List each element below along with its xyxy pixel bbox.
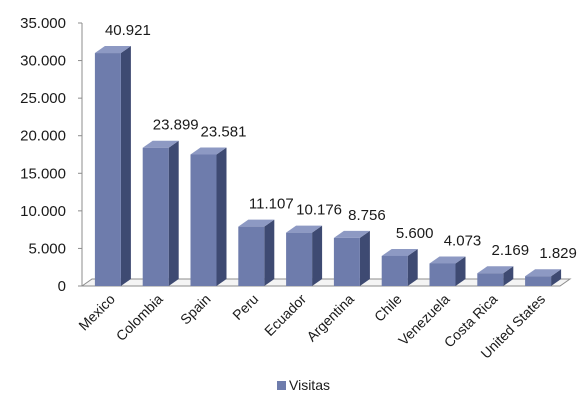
bar-front: [429, 263, 456, 286]
bar-front: [94, 53, 121, 286]
bar-front: [333, 237, 360, 286]
y-tick-labels: 0 5.000 10.000 15.000 20.000 25.000 30.000 35.0…: [20, 15, 82, 295]
bar-side: [264, 219, 275, 286]
bars: [94, 46, 562, 286]
legend-swatch: [277, 381, 286, 390]
bar: [525, 269, 562, 286]
bar-side: [407, 248, 418, 286]
category-label: Peru: [229, 291, 261, 323]
bar: [286, 225, 323, 286]
category-label: Ecuador: [261, 291, 309, 339]
bar-front: [238, 226, 265, 286]
bar-top: [142, 140, 179, 148]
bar: [429, 256, 466, 286]
bar-top: [525, 269, 562, 277]
data-labels: 40.921 23.899 23.581 11.107 10.176 8.756 5.600…: [105, 22, 577, 262]
y-tick-label: 5.000: [28, 240, 66, 257]
bar-top: [238, 219, 275, 227]
bar: [381, 248, 418, 286]
category-label: Chile: [371, 291, 405, 325]
data-label: 11.107: [249, 196, 294, 213]
bar-side: [120, 46, 131, 286]
bar-side: [359, 230, 370, 286]
bar: [190, 147, 227, 286]
y-tick-label: 25.000: [20, 90, 66, 107]
category-label: Colombia: [113, 291, 166, 344]
bar-side: [168, 140, 179, 286]
data-label: 4.073: [444, 232, 482, 249]
bar-top: [94, 46, 131, 54]
bar-side: [551, 269, 562, 286]
bar-front: [286, 232, 313, 286]
category-label: Mexico: [75, 291, 118, 334]
bar-top: [381, 248, 418, 256]
bar-top: [190, 147, 227, 155]
data-label: 40.921: [105, 22, 151, 39]
y-tick-label: 30.000: [20, 53, 66, 70]
y-tick-label: 20.000: [20, 128, 66, 145]
bar: [238, 219, 275, 286]
legend: Visitas: [277, 377, 330, 393]
category-label: Spain: [177, 291, 214, 328]
data-label: 5.600: [396, 225, 434, 242]
bar-front: [142, 147, 169, 286]
data-label: 8.756: [348, 207, 386, 224]
y-tick-label: 10.000: [20, 203, 66, 220]
y-tick-label: 0: [58, 278, 66, 295]
bar-top: [333, 230, 370, 238]
bar-side: [503, 266, 514, 286]
y-tick-label: 35.000: [20, 15, 66, 32]
bar-side: [216, 147, 227, 286]
bar: [94, 46, 131, 286]
bar: [333, 230, 370, 286]
bar-top: [477, 266, 514, 274]
y-tick-label: 15.000: [20, 165, 66, 182]
data-label: 1.829: [539, 245, 577, 262]
data-label: 2.169: [492, 242, 530, 259]
bar-front: [477, 273, 504, 286]
data-label: 10.176: [296, 202, 342, 219]
bar-front: [190, 154, 217, 286]
bar: [142, 140, 179, 286]
legend-label: Visitas: [289, 377, 330, 393]
bar-front: [525, 276, 552, 286]
data-label: 23.581: [201, 124, 247, 141]
bar-top: [286, 225, 323, 233]
bar-side: [312, 225, 323, 286]
bar-side: [455, 256, 466, 286]
bar-top: [429, 256, 466, 264]
bar: [477, 266, 514, 286]
data-label: 23.899: [153, 117, 199, 134]
bar-front: [381, 255, 408, 286]
category-label: Argentina: [303, 291, 357, 345]
